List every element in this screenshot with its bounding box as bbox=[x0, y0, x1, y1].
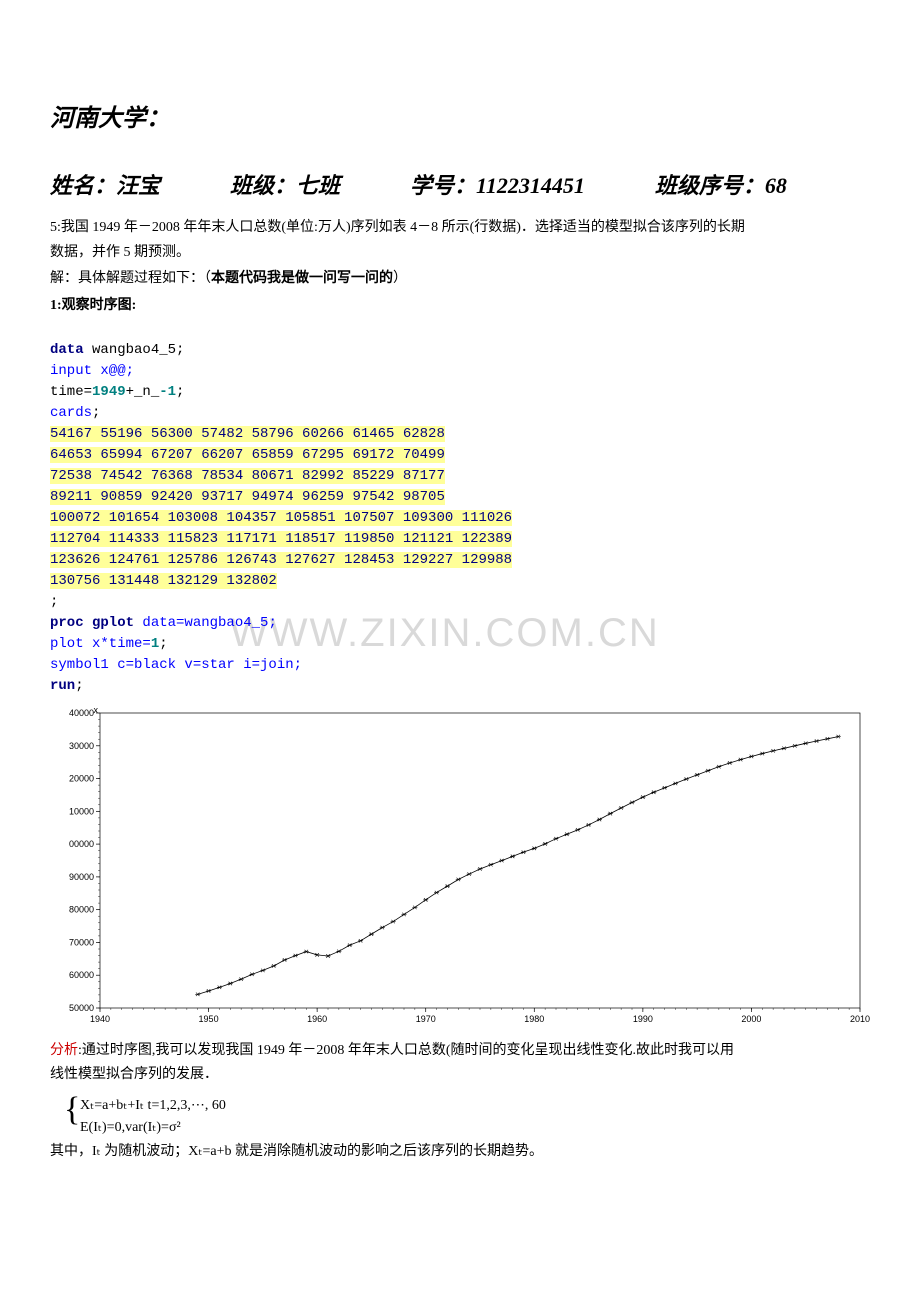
svg-text:00000: 00000 bbox=[69, 839, 94, 849]
svg-text:1970: 1970 bbox=[416, 1014, 436, 1024]
analysis-line3: 其中，Iₜ 为随机波动；Xₜ=a+b 就是消除随机波动的影响之后该序列的长期趋势… bbox=[50, 1140, 870, 1164]
code-d1: 54167 55196 56300 57482 58796 60266 6146… bbox=[50, 426, 445, 442]
code-proc: proc gplot bbox=[50, 615, 134, 631]
class-seq: 班级序号：68 bbox=[655, 168, 787, 203]
code-d2: 64653 65994 67207 66207 65859 67295 6917… bbox=[50, 447, 445, 463]
svg-text:70000: 70000 bbox=[69, 938, 94, 948]
analysis-block: 分析:通过时序图,我可以发现我国 1949 年－2008 年年末人口总数(随时间… bbox=[50, 1039, 870, 1163]
code-d6: 112704 114333 115823 117171 118517 11985… bbox=[50, 531, 512, 547]
svg-text:1980: 1980 bbox=[524, 1014, 544, 1024]
code-d7: 123626 124761 125786 126743 127627 12845… bbox=[50, 552, 512, 568]
student-class: 班级：七班 bbox=[230, 168, 340, 203]
svg-text:10000: 10000 bbox=[69, 807, 94, 817]
solution-bold: 本题代码我是做一问写一问的 bbox=[211, 271, 393, 286]
solution-lead-text: 解：具体解题过程如下：（ bbox=[50, 271, 211, 286]
code-cards-semi: ; bbox=[92, 405, 100, 421]
time-series-chart: 50000 60000 70000 80000 90000 00000 10000 20000… bbox=[50, 703, 870, 1033]
svg-text:1960: 1960 bbox=[307, 1014, 327, 1024]
code-plot-c: ; bbox=[159, 636, 167, 652]
svg-text:30000: 30000 bbox=[69, 741, 94, 751]
code-time-d: -1 bbox=[159, 384, 176, 400]
formula-2: E(Iₜ)=0,var(Iₜ)=σ² bbox=[80, 1117, 870, 1139]
code-kw-data: data bbox=[50, 342, 84, 358]
svg-text:20000: 20000 bbox=[69, 774, 94, 784]
svg-text:1990: 1990 bbox=[633, 1014, 653, 1024]
code-cards: cards bbox=[50, 405, 92, 421]
svg-text:x: x bbox=[94, 705, 99, 715]
svg-text:2010: 2010 bbox=[850, 1014, 870, 1024]
student-info-row: 姓名：汪宝 班级：七班 学号：1122314451 班级序号：68 bbox=[50, 168, 870, 203]
formula-1: Xₜ=a+bₜ+Iₜ t=1,2,3,⋯, 60 bbox=[80, 1095, 870, 1117]
code-run: run bbox=[50, 678, 75, 694]
code-input: input x@@; bbox=[50, 363, 134, 379]
formula-block: { Xₜ=a+bₜ+Iₜ t=1,2,3,⋯, 60 E(Iₜ)=0,var(I… bbox=[50, 1095, 870, 1140]
code-d8: 130756 131448 132129 132802 bbox=[50, 573, 277, 589]
student-name: 姓名：汪宝 bbox=[50, 168, 160, 203]
code-d5: 100072 101654 103008 104357 105851 10750… bbox=[50, 510, 512, 526]
code-run-semi: ; bbox=[75, 678, 83, 694]
code-plot-b: 1 bbox=[151, 636, 159, 652]
problem-text-2: 数据，并作 5 期预测。 bbox=[50, 241, 870, 265]
svg-text:80000: 80000 bbox=[69, 905, 94, 915]
watermark: WWW.ZIXIN.COM.CN bbox=[230, 603, 660, 663]
code-time-e: ; bbox=[176, 384, 184, 400]
chart-svg: 50000 60000 70000 80000 90000 00000 10000 20000… bbox=[50, 703, 870, 1033]
svg-text:2000: 2000 bbox=[741, 1014, 761, 1024]
section-1-label: 1:观察时序图: bbox=[50, 295, 870, 317]
university-header: 河南大学： bbox=[50, 100, 870, 138]
code-time-b: 1949 bbox=[92, 384, 126, 400]
analysis-line2: 线性模型拟合序列的发展． bbox=[50, 1067, 218, 1082]
code-semi: ; bbox=[50, 594, 58, 610]
analysis-lead: 分析 bbox=[50, 1043, 78, 1058]
svg-text:40000: 40000 bbox=[69, 708, 94, 718]
svg-text:60000: 60000 bbox=[69, 971, 94, 981]
code-proc-rest: data=wangbao4_5; bbox=[134, 615, 277, 631]
code-l1-rest: wangbao4_5; bbox=[84, 342, 185, 358]
student-id: 学号：1122314451 bbox=[410, 168, 585, 203]
svg-text:1940: 1940 bbox=[90, 1014, 110, 1024]
svg-text:50000: 50000 bbox=[69, 1003, 94, 1013]
svg-text:1950: 1950 bbox=[199, 1014, 219, 1024]
code-block: data wangbao4_5; input x@@; time=1949+_n… bbox=[50, 319, 870, 697]
code-plot-a: plot x*time= bbox=[50, 636, 151, 652]
code-d3: 72538 74542 76368 78534 80671 82992 8522… bbox=[50, 468, 445, 484]
code-symbol: symbol1 c=black v=star i=join; bbox=[50, 657, 302, 673]
solution-lead: 解：具体解题过程如下：（本题代码我是做一问写一问的） bbox=[50, 267, 870, 291]
formula-brace: { bbox=[64, 1093, 80, 1127]
svg-text:90000: 90000 bbox=[69, 872, 94, 882]
code-time-c: +_n_ bbox=[126, 384, 160, 400]
problem-text-1: 5:我国 1949 年－2008 年年末人口总数(单位:万人)序列如表 4－8 … bbox=[50, 216, 870, 240]
solution-tail: ） bbox=[393, 271, 407, 286]
code-time-a: time= bbox=[50, 384, 92, 400]
analysis-line1: :通过时序图,我可以发现我国 1949 年－2008 年年末人口总数(随时间的变… bbox=[78, 1043, 734, 1058]
code-d4: 89211 90859 92420 93717 94974 96259 9754… bbox=[50, 489, 445, 505]
